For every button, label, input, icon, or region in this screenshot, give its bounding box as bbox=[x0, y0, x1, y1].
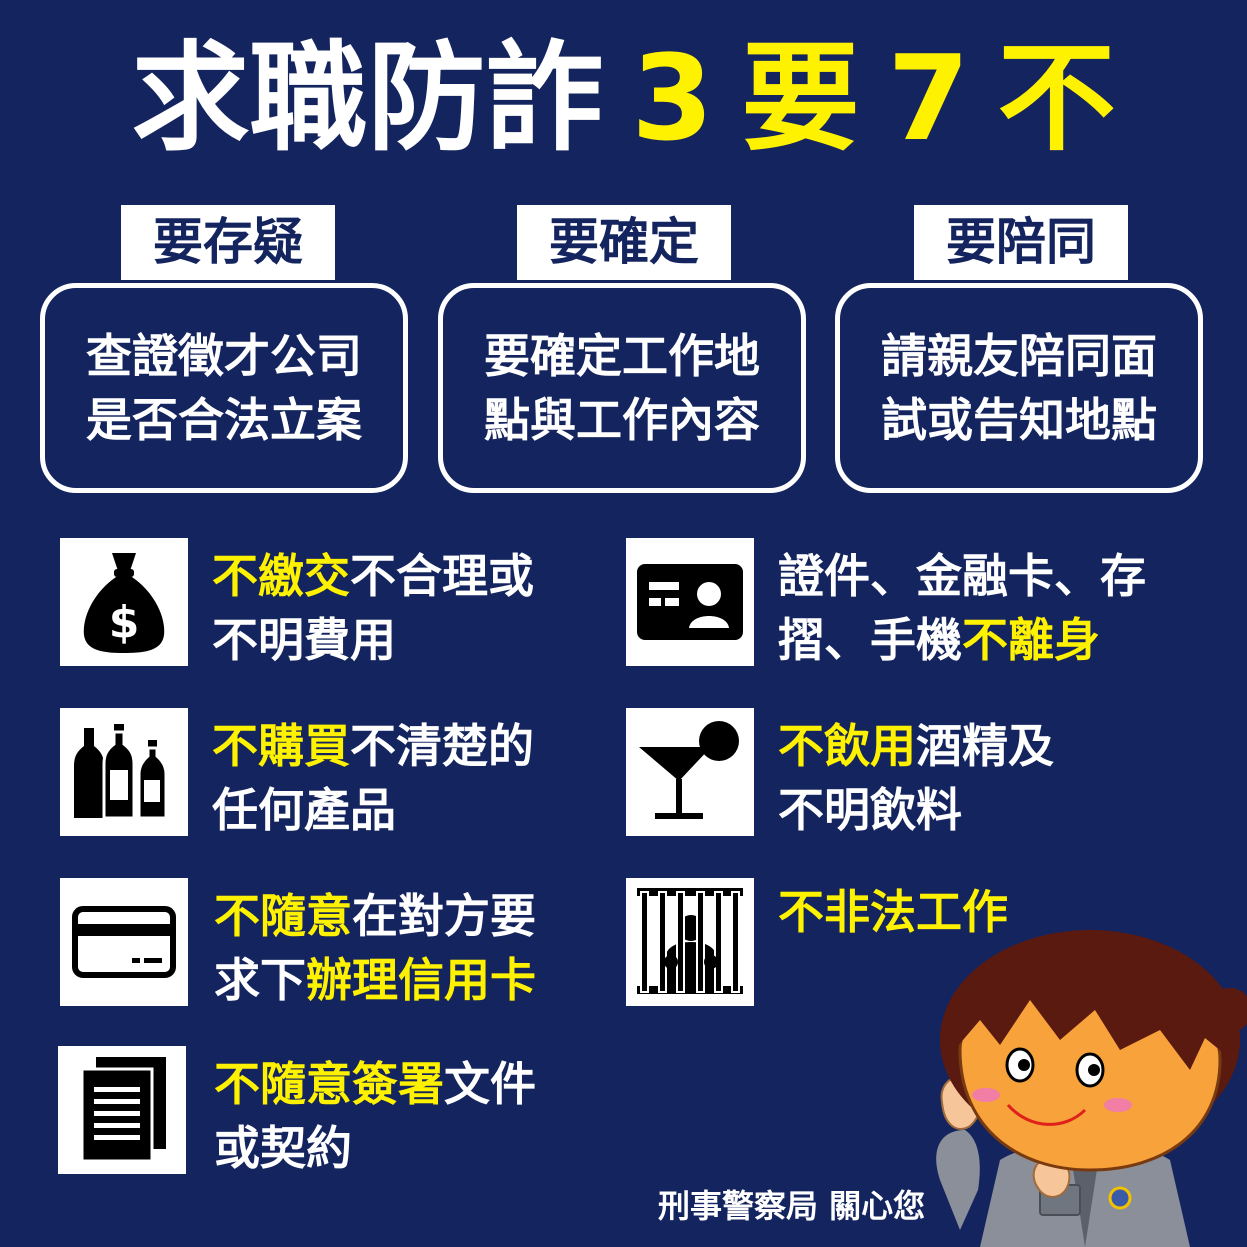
box-confirm-line2: 點與工作內容 bbox=[484, 393, 760, 447]
dont-card-line1: 不隨意在對方要 bbox=[214, 884, 536, 948]
dont-buy-highlight: 不購買 bbox=[212, 719, 350, 773]
dont-sign-highlight: 不隨意簽署 bbox=[214, 1057, 444, 1111]
dont-keep-highlight: 不離身 bbox=[962, 613, 1100, 667]
box-accompany: 請親友陪同面 試或告知地點 bbox=[835, 283, 1203, 493]
box-suspicion-line2: 是否合法立案 bbox=[86, 393, 362, 447]
documents-icon-box bbox=[58, 1046, 186, 1174]
tag-confirm: 要確定 bbox=[517, 205, 731, 280]
dont-drink-highlight: 不飲用 bbox=[778, 719, 916, 773]
dont-sign-text: 文件 bbox=[444, 1057, 536, 1111]
title-number-3: 3 bbox=[631, 29, 714, 167]
title-number-7: 7 bbox=[887, 29, 970, 167]
cocktail-icon bbox=[639, 721, 739, 819]
dont-illegal-work: 不非法工作 bbox=[778, 880, 1008, 944]
dont-buy: 不購買不清楚的 任何產品 bbox=[212, 714, 534, 842]
box-accompany-line1: 請親友陪同面 bbox=[881, 329, 1157, 383]
dont-sign: 不隨意簽署文件 或契約 bbox=[214, 1052, 536, 1180]
police-mascot-image bbox=[936, 930, 1247, 1247]
dont-card-text2: 求下 bbox=[214, 953, 306, 1007]
title-bu: 不 bbox=[997, 29, 1116, 167]
dont-work-line1: 不非法工作 bbox=[778, 880, 1008, 944]
dont-card-highlight: 不隨意 bbox=[214, 889, 352, 943]
dont-sign-line2: 或契約 bbox=[214, 1116, 536, 1180]
dont-drink: 不飲用酒精及 不明飲料 bbox=[778, 714, 1054, 842]
dont-sign-text2: 或契約 bbox=[214, 1121, 352, 1175]
dont-fee-highlight: 不繳交 bbox=[212, 549, 350, 603]
dont-card-line2: 求下辦理信用卡 bbox=[214, 948, 536, 1012]
tag-accompany: 要陪同 bbox=[914, 205, 1128, 280]
dont-sign-line1: 不隨意簽署文件 bbox=[214, 1052, 536, 1116]
dont-buy-line1: 不購買不清楚的 bbox=[212, 714, 534, 778]
dont-work-highlight: 不非法工作 bbox=[778, 885, 1008, 939]
cocktail-icon-box bbox=[626, 708, 754, 836]
documents-icon bbox=[80, 1057, 166, 1163]
dont-fee-line2: 不明費用 bbox=[212, 608, 534, 672]
dont-drink-line2: 不明飲料 bbox=[778, 778, 1054, 842]
title-main: 求職防詐 bbox=[131, 29, 604, 167]
bottles-icon bbox=[74, 724, 168, 820]
dont-drink-text: 酒精及 bbox=[916, 719, 1054, 773]
id-card-icon bbox=[637, 564, 743, 640]
dont-fee-text2: 不明費用 bbox=[212, 613, 396, 667]
dont-fee: 不繳交不合理或 不明費用 bbox=[212, 544, 534, 672]
money-bag-icon-box: $ bbox=[60, 538, 188, 666]
box-accompany-line2: 試或告知地點 bbox=[881, 393, 1157, 447]
dont-keep-line1: 證件、金融卡、存 bbox=[778, 544, 1146, 608]
id-card-icon-box bbox=[626, 538, 754, 666]
box-suspicion: 查證徵才公司 是否合法立案 bbox=[40, 283, 408, 493]
dont-card-highlight2: 辦理信用卡 bbox=[306, 953, 536, 1007]
dont-fee-line1: 不繳交不合理或 bbox=[212, 544, 534, 608]
box-confirm-line1: 要確定工作地 bbox=[484, 329, 760, 383]
dont-drink-line1: 不飲用酒精及 bbox=[778, 714, 1054, 778]
page-title: 求職防詐 3 要 7 不 bbox=[0, 28, 1247, 168]
dont-card-text: 在對方要 bbox=[352, 889, 536, 943]
footer-credit: 刑事警察局 關心您 bbox=[658, 1187, 926, 1225]
dont-documents-keep: 證件、金融卡、存 摺、手機不離身 bbox=[778, 544, 1146, 672]
dont-buy-text: 不清楚的 bbox=[350, 719, 534, 773]
box-confirm: 要確定工作地 點與工作內容 bbox=[438, 283, 806, 493]
bottles-icon-box bbox=[60, 708, 188, 836]
dont-keep-text2: 摺、手機 bbox=[778, 613, 962, 667]
jail-icon bbox=[637, 888, 743, 994]
dont-drink-text2: 不明飲料 bbox=[778, 783, 962, 837]
jail-icon-box bbox=[626, 878, 754, 1006]
dont-keep-text: 證件、金融卡、存 bbox=[778, 549, 1146, 603]
dont-keep-line2: 摺、手機不離身 bbox=[778, 608, 1146, 672]
svg-text:$: $ bbox=[109, 597, 140, 648]
tag-suspicion: 要存疑 bbox=[121, 205, 335, 280]
credit-card-icon-box bbox=[60, 878, 188, 1006]
title-yao: 要 bbox=[741, 29, 860, 167]
dont-buy-text2: 任何產品 bbox=[212, 783, 396, 837]
credit-card-icon bbox=[72, 906, 176, 978]
money-bag-icon: $ bbox=[83, 553, 165, 653]
box-suspicion-line1: 查證徵才公司 bbox=[86, 329, 362, 383]
dont-fee-text: 不合理或 bbox=[350, 549, 534, 603]
dont-credit-card: 不隨意在對方要 求下辦理信用卡 bbox=[214, 884, 536, 1012]
dont-buy-line2: 任何產品 bbox=[212, 778, 534, 842]
